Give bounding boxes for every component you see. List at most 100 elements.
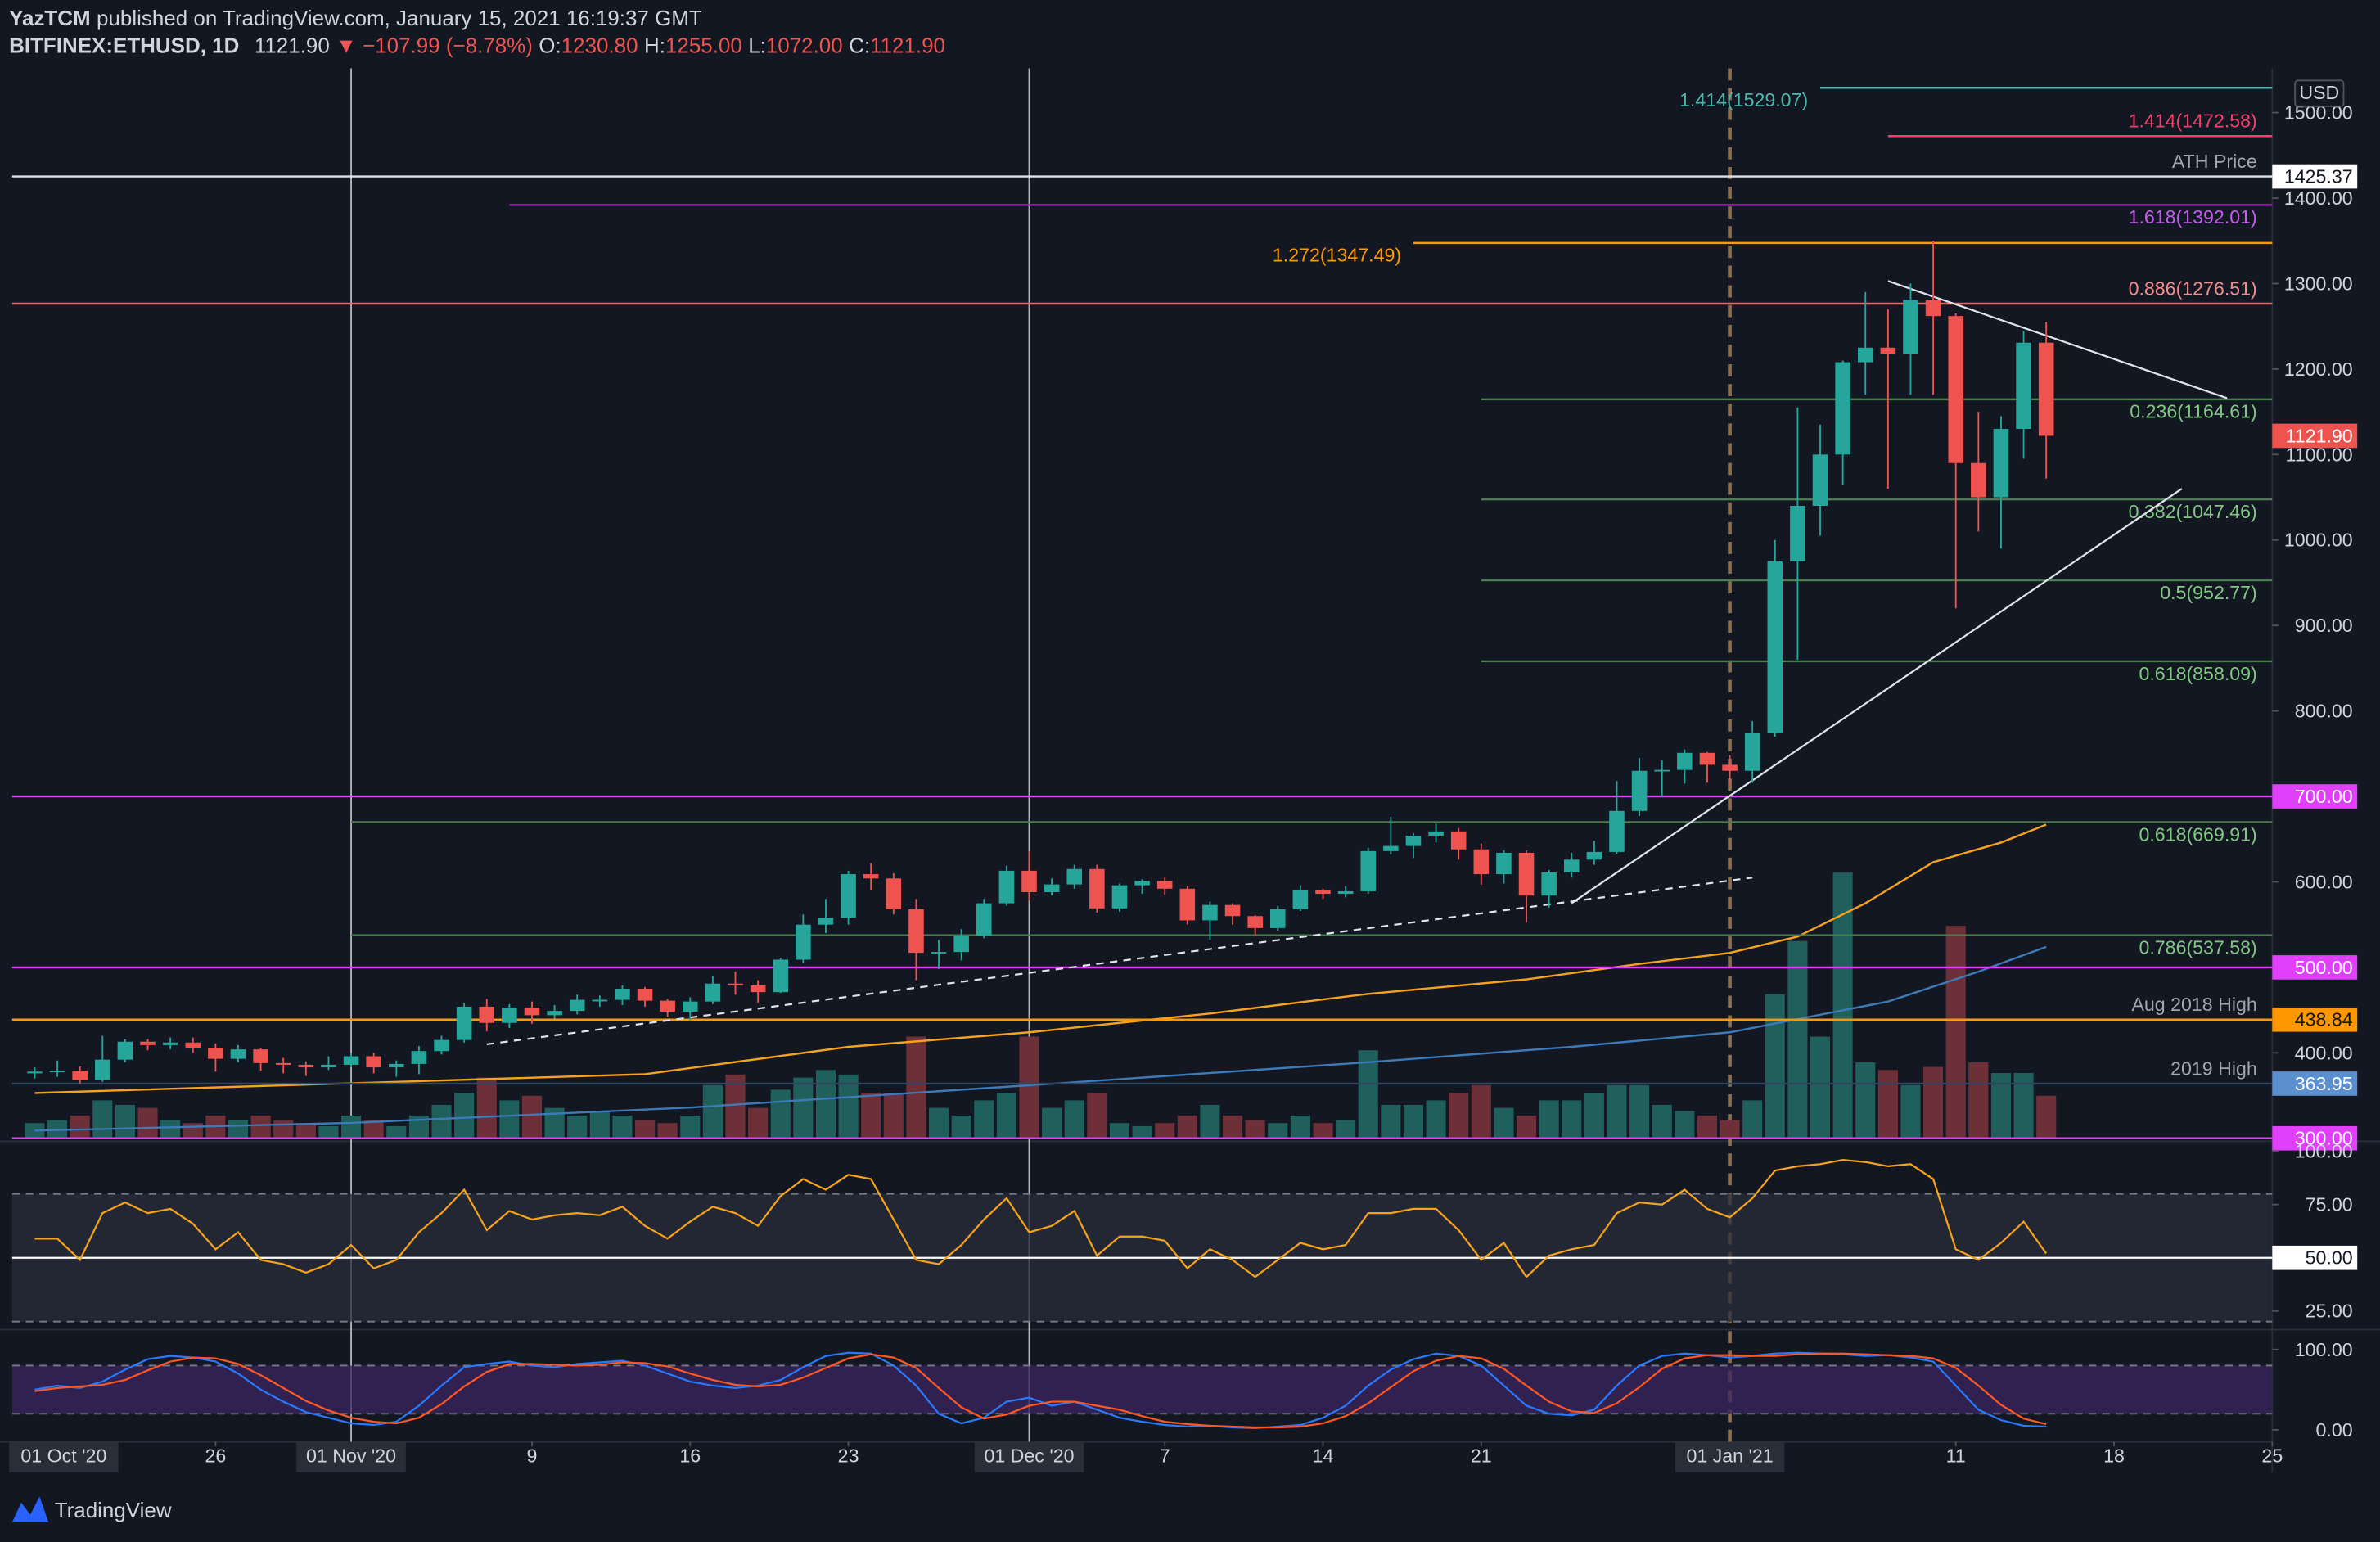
volume-bar xyxy=(1697,1115,1718,1138)
level-label: ATH Price xyxy=(2172,151,2257,172)
volume-bar xyxy=(906,1036,926,1138)
candle-body xyxy=(728,983,743,985)
ohlc-key: C: xyxy=(849,33,870,57)
volume-bar xyxy=(702,1084,723,1138)
candle-body xyxy=(1473,849,1490,875)
price: 1121.90 xyxy=(255,33,330,57)
candle-body xyxy=(140,1041,156,1045)
x-tick-label: 01 Oct '20 xyxy=(20,1445,106,1466)
ohlc-value: 1255.00 xyxy=(665,33,742,57)
candle-body xyxy=(1541,872,1557,896)
candle-body xyxy=(1089,868,1105,909)
price-tag: 50.00 xyxy=(2306,1247,2353,1269)
published: published on TradingView.com, January 15… xyxy=(97,6,702,30)
volume-bar xyxy=(680,1115,701,1138)
volume-bar xyxy=(476,1077,497,1138)
candle-body xyxy=(1179,888,1196,921)
volume-bar xyxy=(634,1120,656,1138)
y-tick-label: 400.00 xyxy=(2295,1042,2353,1063)
y-tick-label: 800.00 xyxy=(2295,701,2353,722)
candle-body xyxy=(185,1042,201,1048)
candle-body xyxy=(389,1063,404,1068)
volume-bar xyxy=(567,1115,588,1138)
candle-body xyxy=(1563,859,1580,872)
candle-body xyxy=(547,1011,562,1016)
candle-body xyxy=(1993,429,2009,498)
candle-body xyxy=(208,1048,223,1059)
candle-body xyxy=(72,1071,88,1080)
indicator-band xyxy=(11,1365,2273,1414)
candle-body xyxy=(1654,769,1670,772)
level-label: 0.886(1276.51) xyxy=(2129,277,2257,299)
level-label: 0.618(669.91) xyxy=(2139,823,2256,845)
volume-bar xyxy=(1336,1120,1356,1138)
candle-body xyxy=(1880,347,1896,354)
candle-body xyxy=(1722,764,1738,771)
volume-bar xyxy=(1358,1050,1378,1138)
x-tick-label: 25 xyxy=(2261,1445,2283,1466)
volume-bar xyxy=(996,1093,1016,1138)
y-tick-label: 75.00 xyxy=(2306,1194,2353,1215)
volume-bar xyxy=(748,1107,769,1138)
x-tick-label: 23 xyxy=(838,1445,859,1466)
ohlc-value: 1072.00 xyxy=(766,33,843,57)
candle-body xyxy=(366,1056,381,1068)
candle-body xyxy=(1586,851,1602,860)
volume-bar xyxy=(974,1100,994,1138)
candle-body xyxy=(434,1039,449,1052)
volume-bar xyxy=(318,1125,339,1138)
candle-body xyxy=(502,1007,517,1023)
footer-logo: TradingView xyxy=(11,1496,172,1522)
candle-body xyxy=(1337,890,1354,895)
candle-body xyxy=(1111,885,1128,909)
volume-bar xyxy=(951,1115,971,1138)
candle-body xyxy=(637,989,653,1001)
header-line-1: YazTCM published on TradingView.com, Janu… xyxy=(9,6,702,30)
x-tick-label: 26 xyxy=(205,1445,226,1466)
candle-body xyxy=(660,1000,675,1012)
price-tag: 438.84 xyxy=(2295,1009,2353,1030)
currency-box xyxy=(2294,79,2345,107)
candle-body xyxy=(411,1051,427,1064)
candle-body xyxy=(569,999,585,1012)
indicator-line xyxy=(34,1158,2048,1278)
volume-bar xyxy=(770,1089,791,1138)
volume-bar xyxy=(725,1074,746,1138)
candle-body xyxy=(841,874,856,918)
candle-body xyxy=(479,1006,495,1023)
volume-bar xyxy=(1403,1104,1424,1138)
ohlc-value: 1121.90 xyxy=(870,33,945,57)
volume-bar xyxy=(1742,1100,1763,1138)
volume-bar xyxy=(793,1077,814,1138)
candle-body xyxy=(298,1064,314,1068)
x-tick-label: 16 xyxy=(679,1445,701,1466)
volume-bar xyxy=(1449,1093,1469,1138)
candle-body xyxy=(998,870,1015,904)
y-tick-label: 25.00 xyxy=(2306,1301,2353,1322)
candle-body xyxy=(1925,300,1941,317)
ohlc-value: 1230.80 xyxy=(561,33,638,57)
price-tag: 300.00 xyxy=(2295,1128,2353,1149)
volume-bar xyxy=(1968,1062,1989,1138)
candle-body xyxy=(863,874,879,879)
volume-bar xyxy=(1877,1070,1898,1138)
y-tick-label: 100.00 xyxy=(2295,1141,2353,1162)
candle-body xyxy=(1292,890,1309,909)
symbol: BITFINEX:ETHUSD, 1D xyxy=(9,33,239,57)
candle-body xyxy=(456,1006,472,1040)
candle-body xyxy=(321,1064,336,1068)
price-tag-bg xyxy=(2272,1125,2358,1151)
candle-body xyxy=(1631,770,1648,811)
volume-bar xyxy=(1042,1107,1062,1138)
volume-bar xyxy=(25,1123,45,1138)
volume-bar xyxy=(815,1070,836,1138)
candle-body xyxy=(750,985,766,993)
volume-bar xyxy=(1584,1093,1604,1138)
volume-bar xyxy=(1516,1115,1537,1138)
volume-bar xyxy=(1245,1120,1265,1138)
volume-bar xyxy=(431,1104,452,1138)
price-tag-bg xyxy=(2272,955,2358,980)
volume-bar xyxy=(228,1120,249,1138)
volume-bar xyxy=(1539,1100,1559,1138)
